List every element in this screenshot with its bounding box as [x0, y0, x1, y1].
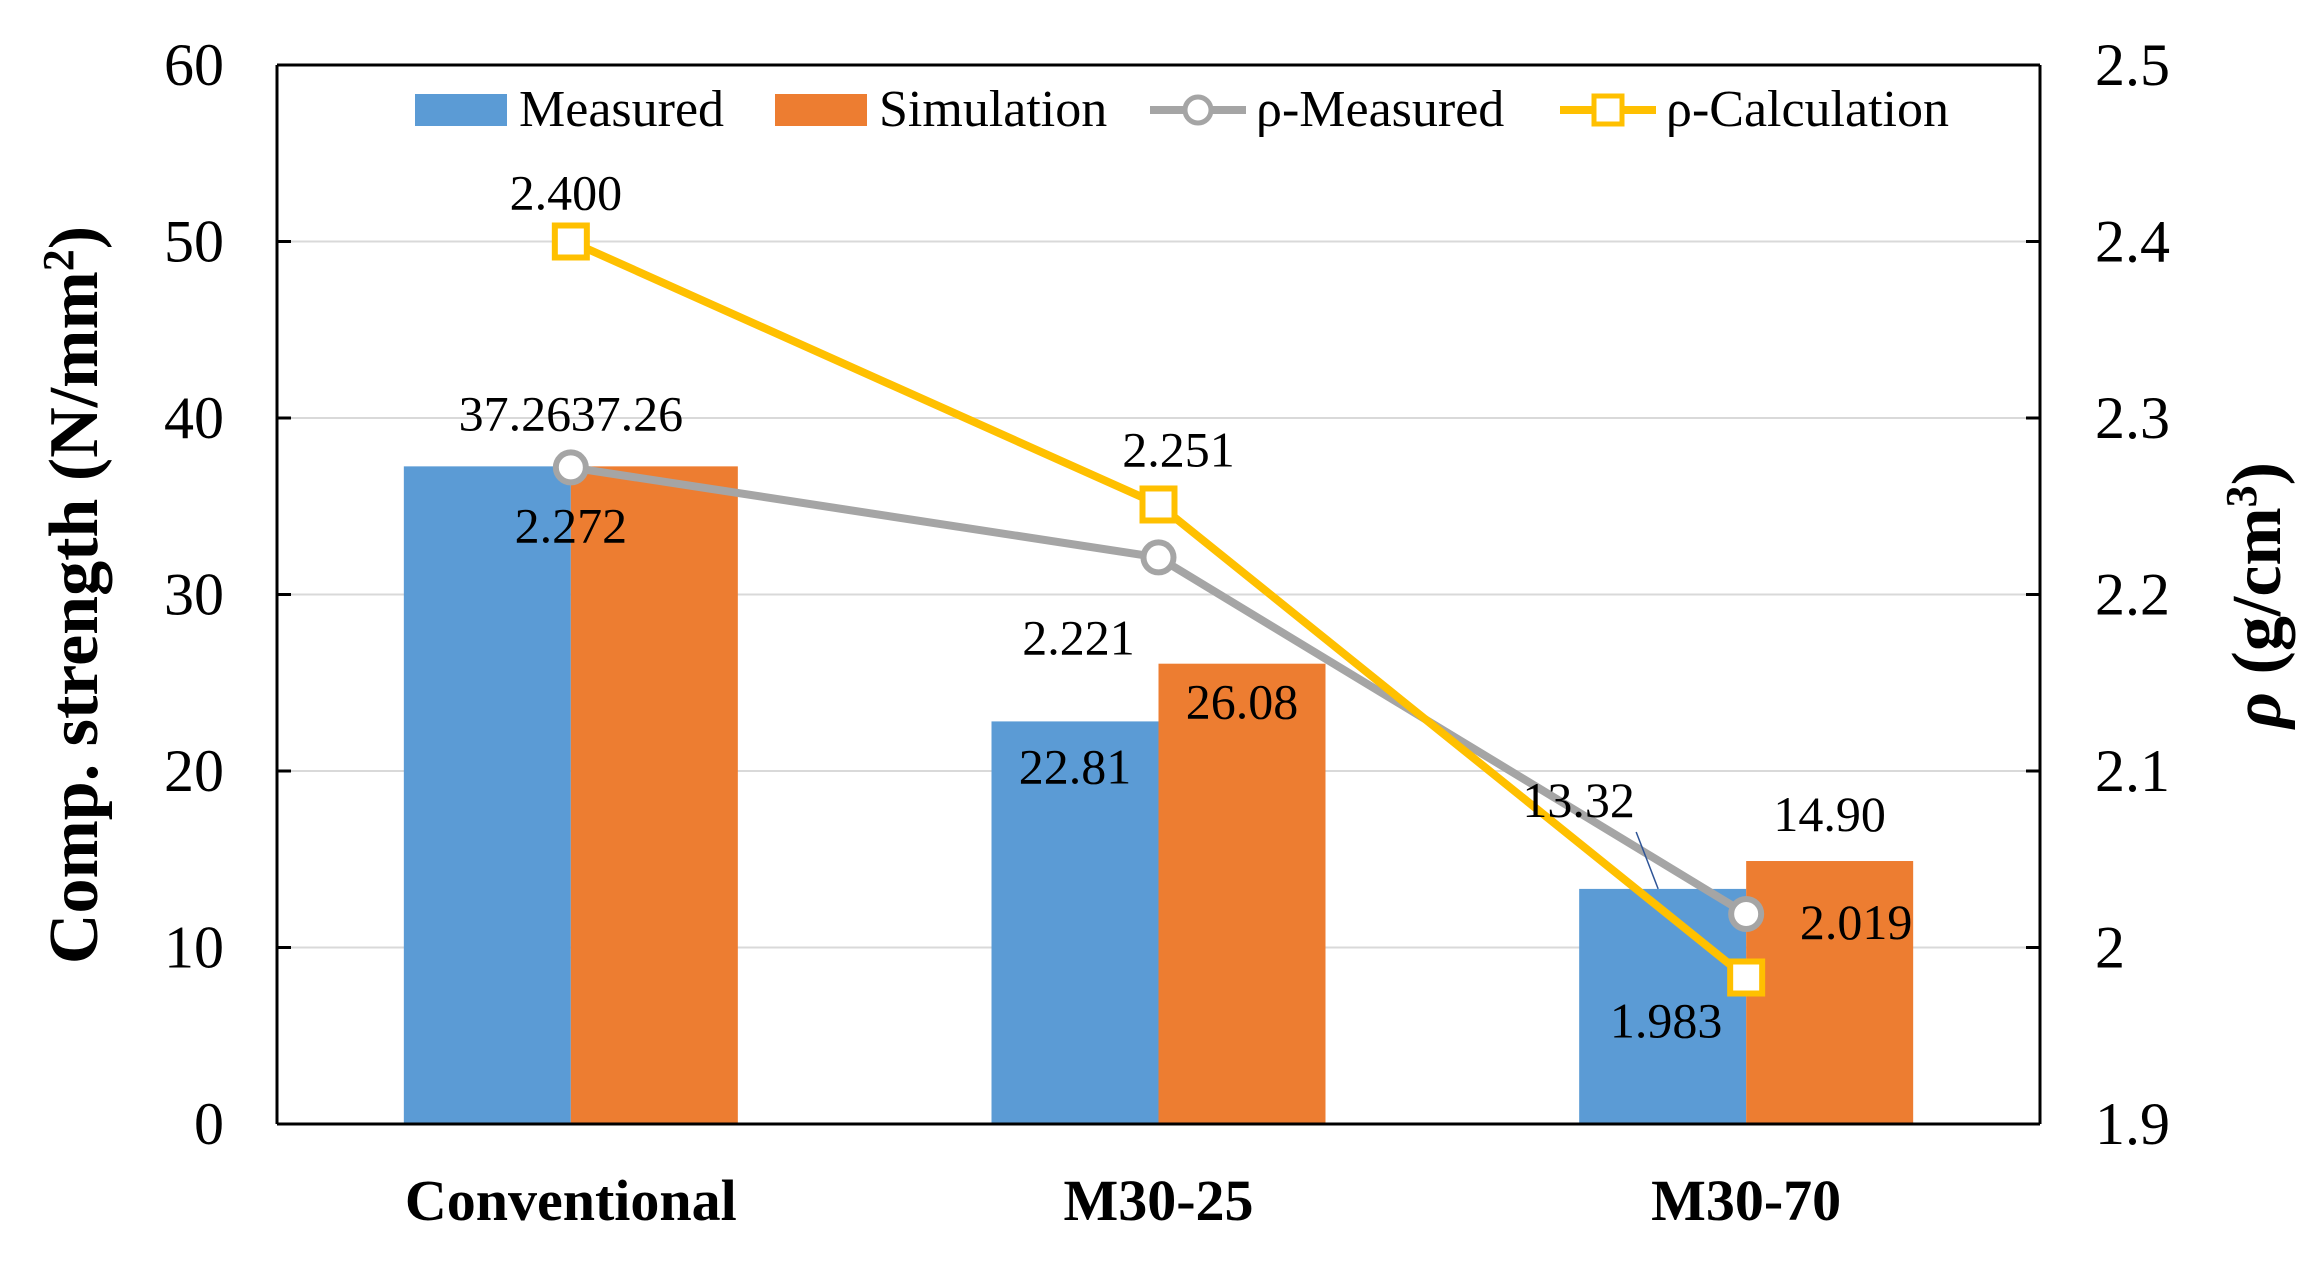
bar-data-label: 13.32 [1522, 772, 1635, 828]
y-tick-label: 10 [164, 915, 224, 981]
legend: Measured Simulation ρ-Measured ρ-Calculatio… [415, 81, 1949, 138]
line-data-label: 2.221 [1022, 609, 1135, 665]
marker-square [551, 222, 590, 261]
label-leader-line [1635, 831, 1659, 890]
line-data-label: 2.400 [510, 165, 623, 221]
y-tick-label: 50 [164, 209, 224, 275]
y-ticks-right: 1.9 2 2.1 2.2 2.3 2.4 2.5 [2026, 32, 2170, 1157]
legend-label: Simulation [879, 81, 1107, 138]
x-tick-labels: Conventional M30-25 M30-70 [405, 1168, 1841, 1233]
legend-marker-circle [1182, 94, 1214, 126]
series-rho-measured [552, 449, 1765, 932]
line-data-label: 1.983 [1610, 993, 1723, 1049]
y2-axis-title: ρ (g/cm3) [2217, 462, 2297, 730]
marker-circle [552, 449, 589, 486]
legend-item: ρ-Calculation [1560, 81, 1949, 138]
legend-swatch [415, 94, 507, 126]
y2-tick-label: 2.1 [2095, 738, 2170, 804]
y2-tick-label: 2.3 [2095, 385, 2170, 451]
legend-label: Measured [519, 81, 724, 138]
bar-measured-conventional [403, 466, 571, 1125]
y2-tick-label: 2 [2095, 915, 2125, 981]
legend-item: ρ-Measured [1150, 81, 1504, 138]
bar-data-label: 37.26 [571, 385, 684, 441]
bar-simulation-conventional [570, 466, 738, 1125]
x-tick-label: Conventional [405, 1168, 737, 1233]
y2-tick-label: 1.9 [2095, 1091, 2170, 1157]
bar-data-label: 22.81 [1019, 738, 1132, 794]
bar-data-label: 37.26 [459, 385, 572, 441]
bar-data-label: 14.90 [1773, 786, 1886, 842]
y2-tick-label: 2.5 [2095, 32, 2170, 98]
legend-label: ρ-Calculation [1666, 81, 1949, 138]
marker-circle [1728, 895, 1765, 932]
y2-tick-label: 2.4 [2095, 209, 2170, 275]
y-ticks-left: 0 10 20 30 40 50 60 [164, 32, 291, 1157]
data-labels: 37.26 22.81 13.32 37.26 26.08 14.90 2.272 2.221… [459, 165, 1913, 1049]
bars [403, 466, 1914, 1125]
y-tick-label: 0 [194, 1091, 224, 1157]
marker-square [1139, 485, 1178, 524]
marker-square [1727, 958, 1766, 997]
y-tick-label: 60 [164, 32, 224, 98]
bar-measured-m30-25 [991, 721, 1159, 1124]
bar-measured-m30-70 [1579, 888, 1747, 1124]
y-axis-title: Comp. strength (N/mm2) [34, 226, 114, 964]
legend-item: Simulation [775, 81, 1107, 138]
marker-circle [1140, 539, 1177, 576]
line-data-label: 2.251 [1122, 421, 1235, 477]
y2-tick-label: 2.2 [2095, 562, 2170, 628]
legend-item: Measured [415, 81, 724, 138]
line-data-label: 2.272 [515, 497, 628, 553]
y-tick-label: 40 [164, 385, 224, 451]
legend-marker-square [1591, 93, 1625, 127]
legend-label: ρ-Measured [1256, 81, 1504, 138]
bar-data-label: 26.08 [1186, 674, 1299, 730]
x-tick-label: M30-70 [1651, 1168, 1841, 1233]
x-tick-label: M30-25 [1063, 1168, 1253, 1233]
bar-simulation-m30-25 [1158, 663, 1326, 1124]
legend-swatch [775, 94, 867, 126]
series-rho-calculation [551, 222, 1766, 997]
line-data-label: 2.019 [1800, 894, 1913, 950]
bar-simulation-m30-70 [1746, 861, 1914, 1124]
y-tick-label: 20 [164, 738, 224, 804]
y-tick-label: 30 [164, 562, 224, 628]
